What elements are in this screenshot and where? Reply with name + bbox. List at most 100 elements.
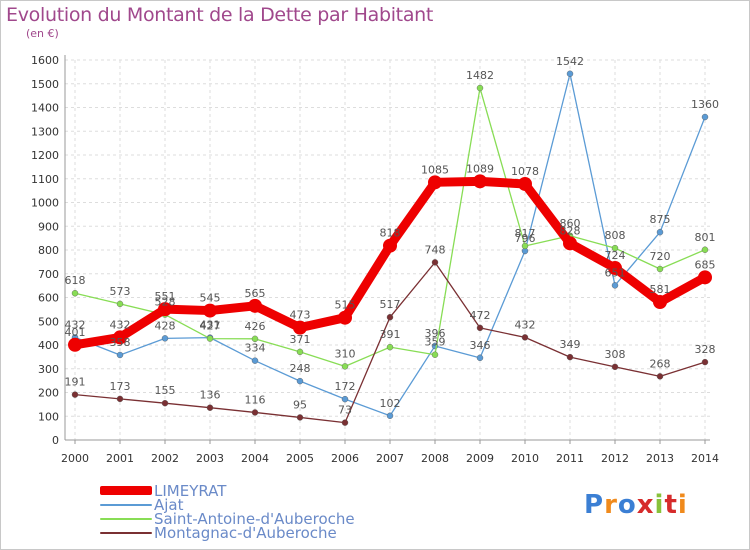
- data-point: [476, 84, 484, 92]
- data-label: 426: [245, 320, 266, 333]
- logo-letter: i: [654, 490, 665, 520]
- proxiti-logo: Proxiti: [584, 490, 688, 520]
- data-label: 396: [425, 327, 446, 340]
- data-point: [521, 334, 529, 341]
- data-point: [296, 414, 304, 421]
- data-label: 817: [515, 227, 536, 240]
- data-label: 358: [110, 336, 131, 349]
- x-tick-label: 2013: [646, 452, 674, 465]
- x-tick-label: 2001: [106, 452, 134, 465]
- data-point: [656, 265, 664, 273]
- data-label: 349: [560, 338, 581, 351]
- data-point: [698, 270, 712, 285]
- y-tick-label: 1300: [31, 125, 59, 138]
- data-label: 136: [200, 389, 221, 402]
- data-point: [338, 310, 352, 325]
- x-tick-label: 2003: [196, 452, 224, 465]
- data-label: 724: [605, 249, 626, 262]
- data-label: 248: [290, 362, 311, 375]
- data-label: 431: [200, 319, 221, 332]
- y-tick-label: 900: [38, 220, 59, 233]
- data-label: 1482: [466, 69, 494, 82]
- data-point: [341, 363, 349, 370]
- data-point: [653, 295, 667, 310]
- data-label: 651: [605, 266, 626, 279]
- y-tick-label: 1600: [31, 54, 59, 67]
- data-point: [608, 261, 622, 276]
- data-label: 346: [470, 339, 491, 352]
- data-label: 796: [515, 232, 536, 245]
- chart-title: Evolution du Montant de la Dette par Hab…: [6, 4, 434, 26]
- data-label: 685: [695, 258, 716, 271]
- data-point: [248, 298, 262, 313]
- data-label: 565: [245, 287, 266, 300]
- y-tick-label: 800: [38, 244, 59, 257]
- data-point: [71, 391, 79, 398]
- data-point: [701, 358, 709, 366]
- y-tick-label: 1200: [31, 149, 59, 162]
- data-label: 371: [290, 333, 311, 346]
- data-point: [116, 300, 124, 308]
- x-tick-label: 2012: [601, 452, 629, 465]
- logo-letter: t: [664, 490, 678, 520]
- data-point: [293, 320, 307, 335]
- data-label: 801: [695, 231, 716, 244]
- data-label: 428: [155, 319, 176, 332]
- logo-letter: o: [617, 490, 637, 520]
- legend-swatch: [100, 532, 152, 534]
- data-label: 172: [335, 380, 356, 393]
- data-point: [296, 377, 304, 385]
- data-label: 334: [245, 342, 266, 355]
- data-point: [656, 228, 664, 236]
- data-label: 432: [110, 318, 131, 331]
- data-point: [251, 335, 259, 343]
- legend-label: Montagnac-d'Auberoche: [154, 524, 337, 542]
- data-label: 95: [293, 398, 307, 411]
- x-tick-label: 2004: [241, 452, 269, 465]
- data-label: 401: [65, 326, 86, 339]
- x-tick-label: 2014: [691, 452, 719, 465]
- data-point: [473, 174, 487, 189]
- y-tick-label: 1000: [31, 197, 59, 210]
- legend-label: Saint-Antoine-d'Auberoche: [154, 510, 355, 528]
- data-label: 328: [695, 343, 716, 356]
- data-point: [431, 351, 439, 358]
- data-point: [251, 409, 259, 416]
- data-point: [71, 290, 79, 297]
- data-label: 427: [200, 320, 221, 333]
- data-point: [428, 175, 442, 190]
- data-point: [566, 353, 574, 361]
- data-label: 472: [470, 309, 491, 322]
- data-point: [518, 176, 532, 191]
- legend-label: LIMEYRAT: [154, 482, 227, 500]
- data-point: [563, 236, 577, 251]
- data-label: 268: [650, 357, 671, 370]
- x-tick-label: 2008: [421, 452, 449, 465]
- x-tick-label: 2000: [61, 452, 89, 465]
- data-label: 116: [245, 393, 266, 406]
- data-label: 155: [155, 384, 176, 397]
- logo-letter: i: [677, 490, 688, 520]
- data-label: 1542: [556, 55, 584, 68]
- data-point: [611, 282, 619, 289]
- legend-label: Ajat: [154, 496, 184, 514]
- data-point: [701, 113, 709, 121]
- data-label: 391: [380, 328, 401, 341]
- data-point: [431, 259, 439, 266]
- y-tick-label: 300: [38, 363, 59, 376]
- data-point: [476, 324, 484, 332]
- x-tick-label: 2009: [466, 452, 494, 465]
- data-label: 828: [560, 224, 581, 237]
- data-point: [68, 337, 82, 352]
- y-tick-label: 600: [38, 292, 59, 305]
- data-label: 581: [650, 283, 671, 296]
- x-tick-label: 2006: [331, 452, 359, 465]
- y-tick-label: 100: [38, 410, 59, 423]
- x-tick-label: 2010: [511, 452, 539, 465]
- data-label: 551: [155, 290, 176, 303]
- data-point: [701, 246, 709, 253]
- data-point: [521, 242, 529, 250]
- data-label: 432: [515, 318, 536, 331]
- data-point: [206, 335, 214, 342]
- legend-swatch: [100, 518, 152, 520]
